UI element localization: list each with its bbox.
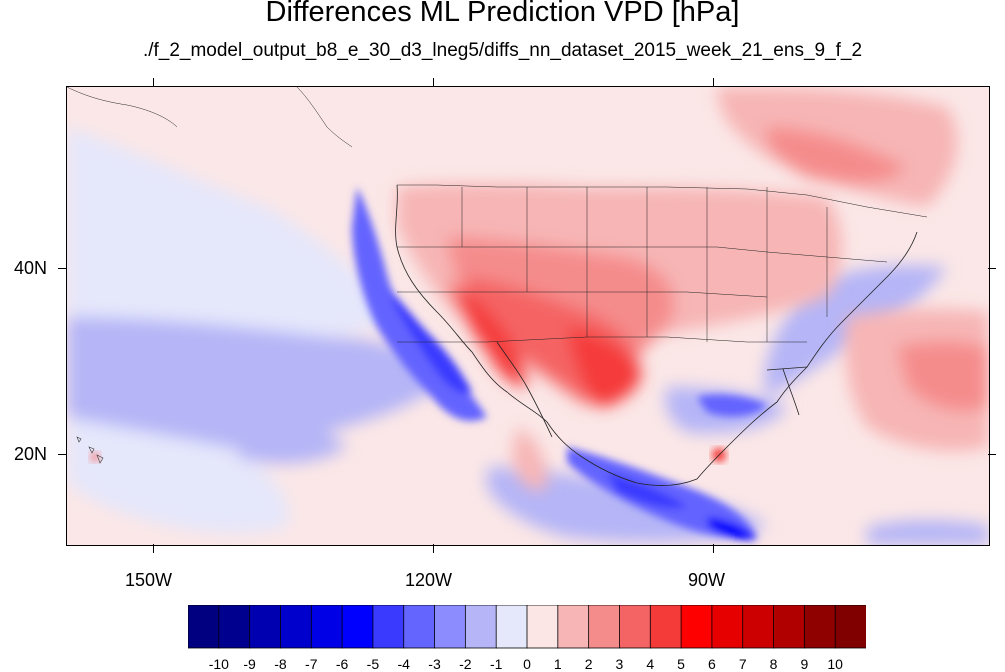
colorbar-swatch	[280, 605, 313, 649]
lat-tick-40n-left	[58, 268, 66, 269]
colorbar-swatch	[680, 605, 713, 649]
lat-tick-40n-right	[988, 268, 996, 269]
colorbar-tick-label: 6	[708, 656, 716, 672]
colorbar-tick-label: 9	[800, 656, 809, 672]
colorbar-tick-label: 4	[646, 656, 655, 672]
lon-label-120w: 120W	[405, 570, 453, 590]
lon-tick-90w	[713, 544, 714, 553]
colorbar-tick-label: -3	[428, 656, 441, 672]
colorbar-tick-label: 10	[827, 656, 843, 672]
colorbar-tick-label: -5	[366, 656, 380, 672]
map-title: Differences ML Prediction VPD [hPa]	[265, 0, 740, 28]
colorbar-tick-label: 3	[615, 656, 624, 672]
colorbar-swatch	[218, 605, 251, 649]
coastlines	[395, 184, 918, 487]
colorbar-swatch	[649, 605, 682, 649]
colorbar-swatch	[188, 605, 220, 649]
colorbar-tick-label: -9	[243, 656, 256, 672]
hawaii-spot	[90, 452, 100, 462]
colorbar-tick-label: 8	[769, 656, 778, 672]
colorbar-tick-label: -6	[335, 656, 349, 672]
colorbar-swatch	[834, 605, 866, 649]
lon-tick-150w-top	[153, 78, 154, 86]
colorbar-swatch	[464, 605, 498, 649]
colorbar-swatch	[372, 605, 405, 649]
lat-label-20n: 20N	[14, 444, 48, 464]
colorbar-swatch	[526, 605, 559, 649]
colorbar-swatch	[434, 605, 467, 649]
colorbar-tick-label: -8	[274, 656, 287, 672]
colorbar-tick-label: 0	[523, 656, 531, 672]
lat-tick-20n-right	[988, 454, 996, 455]
colorbar-swatch	[341, 605, 374, 649]
colorbar-tick-label: 7	[738, 656, 747, 672]
colorbar-swatch	[711, 605, 744, 649]
alaska-coast	[67, 87, 353, 148]
map-plot-area	[66, 86, 990, 546]
colorbar-swatch	[495, 605, 528, 649]
colorbar-swatch	[803, 605, 837, 649]
lon-label-90w: 90W	[688, 570, 726, 590]
lon-tick-120w-top	[433, 78, 434, 86]
vpd-difference-field	[67, 87, 989, 545]
colorbar-tick-label: -1	[489, 656, 503, 672]
colorbar-swatch	[310, 605, 343, 649]
lat-label-40n: 40N	[14, 258, 48, 278]
hawaii-islands	[76, 436, 104, 464]
lon-tick-90w-top	[713, 78, 714, 86]
colorbar-tick-label: -2	[459, 656, 472, 672]
colorbar-swatch	[403, 605, 436, 649]
lat-tick-20n-left	[58, 454, 66, 455]
colorbar-swatch	[773, 605, 806, 649]
lon-label-150w: 150W	[125, 570, 173, 590]
colorbar	[188, 605, 866, 649]
colorbar-tick-label: -10	[208, 656, 229, 672]
lon-tick-120w	[433, 544, 434, 553]
colorbar-tick-label: -7	[305, 656, 318, 672]
state-borders	[397, 184, 928, 343]
colorbar-swatch	[619, 605, 652, 649]
colorbar-swatch	[249, 605, 282, 649]
lon-tick-150w	[153, 544, 154, 553]
colorbar-swatch	[557, 605, 590, 649]
colorbar-tick-label: 5	[677, 656, 685, 672]
colorbar-swatch	[742, 605, 775, 649]
colorbar-tick-label: 2	[584, 656, 593, 672]
map-subtitle: ./f_2_model_output_b8_e_30_d3_lneg5/diff…	[142, 40, 863, 61]
colorbar-swatch	[588, 605, 621, 649]
colorbar-tick-label: -4	[397, 656, 410, 672]
colorbar-tick-label: 1	[553, 656, 562, 672]
